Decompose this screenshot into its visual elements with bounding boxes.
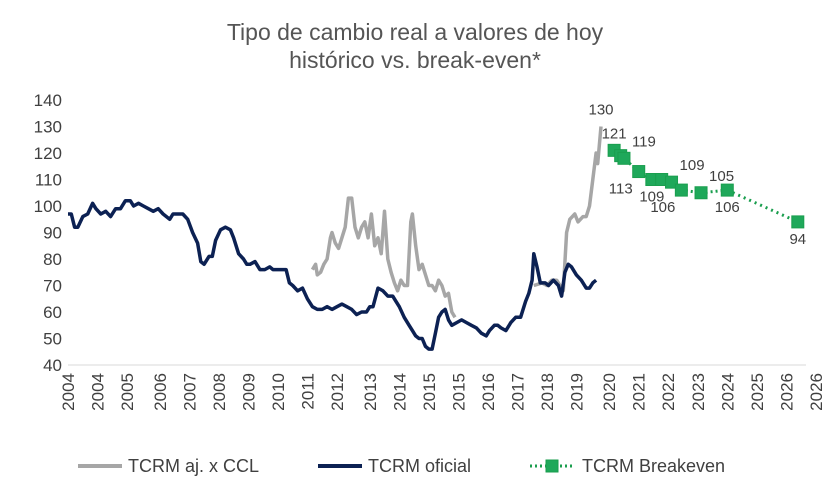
data-label: 94 (789, 231, 806, 248)
x-tick-label: 2011 (298, 373, 317, 410)
chart-subtitle: histórico vs. break-even* (289, 47, 541, 73)
data-label: 119 (632, 133, 656, 150)
breakeven-marker (674, 183, 688, 197)
data-label: 105 (709, 168, 734, 185)
x-tick-label: 2004 (59, 373, 78, 411)
data-label: 113 (609, 181, 633, 198)
x-tick-label: 2022 (659, 373, 678, 411)
x-tick-label: 2008 (210, 373, 229, 411)
y-tick-label: 90 (43, 224, 62, 243)
series-line-ccl (310, 196, 457, 319)
data-label: 109 (639, 189, 664, 206)
x-tick-label: 2026 (777, 373, 796, 411)
y-tick-label: 70 (43, 277, 62, 296)
chart-title: Tipo de cambio real a valores de hoy (227, 19, 604, 45)
legend-label-breakeven: TCRM Breakeven (582, 456, 725, 476)
x-tick-label: 2016 (479, 373, 498, 411)
x-tick-label: 2005 (118, 373, 137, 411)
y-tick-label: 100 (34, 197, 62, 216)
x-tick-label: 2006 (151, 373, 170, 411)
data-label: 106 (650, 199, 675, 216)
breakeven-marker (632, 165, 646, 179)
x-tick-label: 2012 (328, 373, 347, 411)
y-axis-ticks: 40 50 60 70 80 90 100 110 120 130 140 (34, 91, 62, 375)
x-axis-ticks: 2004 2004 2005 2006 2007 2008 2009 2010 2011 2012… (59, 373, 826, 411)
x-tick-label: 2026 (807, 373, 826, 411)
legend-marker-breakeven (545, 459, 559, 473)
data-label: 121 (602, 125, 627, 142)
y-tick-label: 80 (43, 250, 62, 269)
x-tick-label: 2004 (89, 373, 108, 411)
y-tick-label: 130 (34, 118, 62, 137)
x-tick-label: 2014 (390, 373, 409, 411)
breakeven-marker (694, 186, 708, 200)
x-tick-label: 2024 (718, 373, 737, 411)
x-tick-label: 2015 (420, 373, 439, 411)
x-tick-label: 2025 (748, 373, 767, 411)
x-tick-label: 2019 (567, 373, 586, 411)
data-label: 109 (680, 157, 705, 174)
x-tick-label: 2007 (180, 373, 199, 411)
legend: TCRM aj. x CCL TCRM oficial TCRM Breakev… (78, 456, 725, 476)
y-tick-label: 60 (43, 303, 62, 322)
y-tick-label: 110 (35, 171, 62, 190)
plot-area (68, 126, 805, 351)
data-label: 106 (715, 199, 740, 216)
x-tick-label: 2015 (449, 373, 468, 411)
series-line-breakeven-projection (726, 188, 799, 224)
legend-label-ccl: TCRM aj. x CCL (128, 456, 259, 476)
breakeven-marker (617, 151, 631, 165)
x-tick-label: 2023 (689, 373, 708, 411)
y-tick-label: 140 (34, 91, 62, 110)
x-tick-label: 2013 (361, 373, 380, 411)
x-tick-label: 2017 (508, 373, 527, 411)
legend-label-oficial: TCRM oficial (368, 456, 471, 476)
x-tick-label: 2021 (630, 373, 649, 411)
breakeven-marker (720, 183, 734, 197)
breakeven-marker (665, 175, 679, 189)
x-tick-label: 2010 (269, 373, 288, 411)
x-tick-label: 2018 (538, 373, 557, 411)
breakeven-marker (791, 215, 805, 229)
y-tick-label: 50 (43, 330, 62, 349)
x-tick-label: 2020 (600, 373, 619, 411)
x-tick-label: 2009 (239, 373, 258, 411)
y-tick-label: 120 (34, 144, 62, 163)
y-tick-label: 40 (43, 356, 62, 375)
data-label: 130 (588, 102, 613, 119)
series-line-oficial (68, 198, 598, 351)
